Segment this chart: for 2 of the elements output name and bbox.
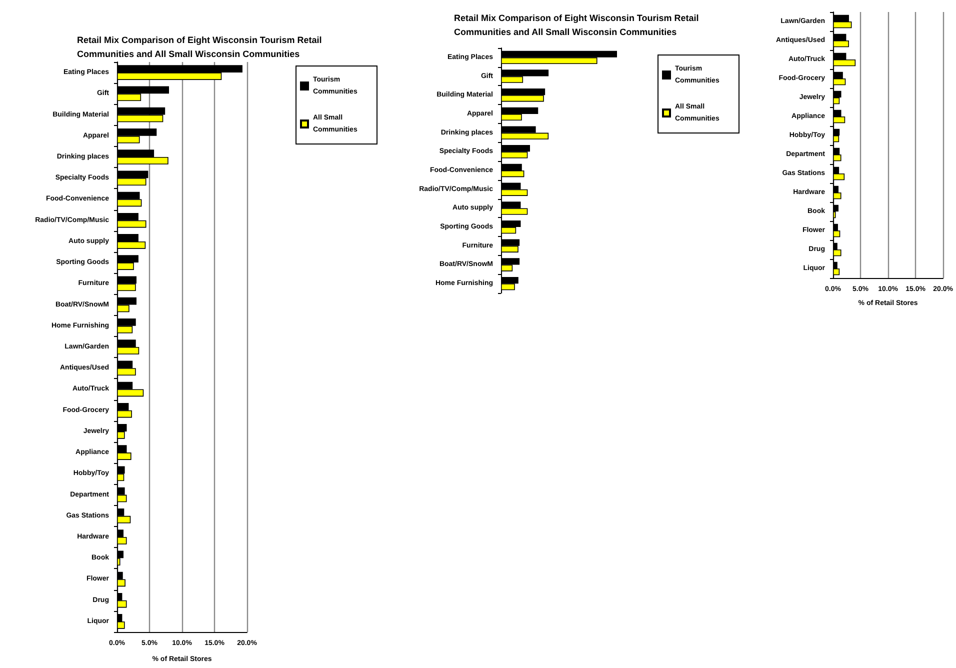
chart-title: Retail Mix Comparison of Eight Wisconsin Tourism Retail Communities and All Small Wisconsin Communities bbox=[454, 13, 702, 37]
chart-title: Retail Mix Comparison of Eight Wisconsin Tourism Retail Communities and All Small Wisconsin Communities bbox=[77, 35, 324, 59]
